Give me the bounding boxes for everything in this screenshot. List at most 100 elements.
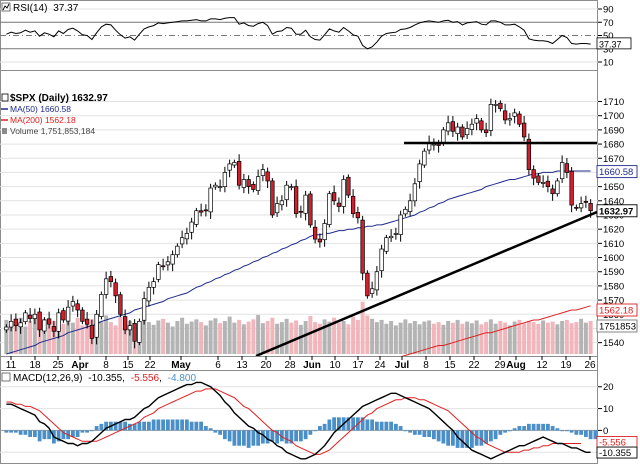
volume-bar [365, 315, 370, 354]
macd-histogram-bar [474, 430, 479, 446]
macd-histogram-bar [151, 419, 156, 431]
candle-body [232, 162, 237, 166]
time-tick-label: 15 [444, 360, 456, 371]
macd-histogram-bar [460, 430, 465, 448]
macd-histogram-bar [294, 430, 299, 442]
macd-histogram-bar [180, 419, 185, 431]
volume-bar [541, 320, 546, 354]
volume-bar [398, 322, 403, 354]
time-tick-label: 22 [468, 360, 480, 371]
macd-histogram-bar [346, 417, 351, 431]
price-tick-label: 1600 [603, 253, 624, 264]
volume-bar [199, 322, 204, 354]
volume-bar [488, 319, 493, 354]
macd-histogram-bar [541, 423, 546, 431]
price-tick-label: 1610 [603, 239, 624, 250]
macd-histogram-bar [227, 430, 232, 442]
volume-bar [241, 324, 246, 354]
volume-bar [28, 321, 33, 354]
macd-histogram-bar [393, 423, 398, 431]
macd-histogram-bar [99, 423, 104, 431]
macd-histogram-bar [260, 430, 265, 444]
candle-body [127, 325, 133, 331]
macd-histogram-bar [70, 430, 75, 437]
macd-histogram-bar [398, 426, 403, 431]
macd-histogram-bar [365, 419, 370, 431]
volume-bar [536, 323, 541, 354]
macd-histogram-bar [498, 430, 503, 435]
candle-body [255, 176, 261, 191]
candle-body [122, 316, 128, 331]
macd-histogram-bar [170, 419, 175, 431]
support-trendline [255, 210, 597, 356]
macd-histogram-bar [89, 430, 94, 432]
price-panel: 1710170016901680167016601650164016301620… [0, 93, 638, 356]
volume-bar [66, 320, 71, 354]
macd-histogram-bar [241, 430, 246, 446]
macd-histogram-bar [431, 430, 436, 440]
macd-histogram-bar [104, 421, 109, 431]
macd-histogram-bar [351, 417, 356, 431]
rsi-tick-label: 50 [603, 31, 614, 42]
volume-bar [313, 322, 318, 354]
candle-body [75, 303, 80, 311]
price-tick-label: 1570 [603, 296, 624, 307]
macd-histogram-bar [80, 430, 85, 433]
volume-bar [545, 322, 550, 354]
macd-hist-value: -4.800 [168, 373, 197, 384]
time-tick-label: Jun [303, 360, 321, 371]
volume-legend-icon [2, 128, 7, 134]
volume-bar [118, 317, 123, 354]
volume-bar [232, 322, 237, 354]
volume-bar [303, 321, 308, 354]
candle-body [132, 323, 137, 342]
macd-histogram-bar [127, 423, 132, 431]
rsi-legend: RSI(14) 37.37 [1, 2, 79, 14]
candle-body [341, 179, 346, 207]
candle-body [51, 326, 57, 332]
volume-bar [251, 319, 256, 354]
volume-bar [161, 318, 166, 354]
candle-body [336, 202, 342, 207]
time-tick-label: Apr [71, 360, 88, 371]
candle-body [469, 123, 475, 130]
volume-bar [422, 321, 427, 354]
volume-bar [322, 319, 327, 354]
candle-body [526, 138, 532, 170]
time-tick-label: 22 [144, 360, 156, 371]
volume-bar [564, 319, 569, 354]
macd-histogram-bar [18, 430, 23, 435]
candle-body [559, 162, 565, 180]
macd-histogram-bar [583, 430, 588, 437]
macd-histogram-bar [588, 430, 593, 440]
volume-bar [18, 317, 23, 354]
volume-bar [360, 301, 365, 354]
macd-histogram-bar [427, 430, 432, 437]
macd-histogram-bar [213, 430, 218, 433]
candle-body [46, 318, 52, 325]
candle-body [536, 175, 541, 183]
candle-body [360, 219, 365, 274]
time-tick-label: 28 [284, 360, 296, 371]
candle-body [222, 172, 228, 187]
macd-histogram-bar [113, 421, 118, 431]
macd-histogram-bar [526, 423, 531, 431]
time-tick-label: Jul [395, 360, 410, 371]
macd-histogram-bar [61, 430, 66, 440]
macd-histogram-bar [536, 423, 541, 431]
macd-histogram-bar [156, 419, 161, 431]
rsi-badge-text: 37.37 [599, 39, 622, 49]
candle-body [265, 171, 270, 182]
volume-bar [412, 321, 417, 354]
candle-body [179, 237, 185, 245]
volume-bar [579, 318, 584, 354]
candle-body [137, 321, 142, 343]
candle-body [189, 221, 194, 233]
candle-body [569, 170, 574, 206]
volume-bar [560, 321, 565, 354]
volume-bar [507, 325, 512, 354]
price-legend-text: $SPX (Daily) 1632.97 [10, 93, 108, 104]
candle-body [184, 233, 190, 240]
candle-body [213, 184, 218, 188]
macd-badge-text: -10.355 [599, 448, 631, 459]
